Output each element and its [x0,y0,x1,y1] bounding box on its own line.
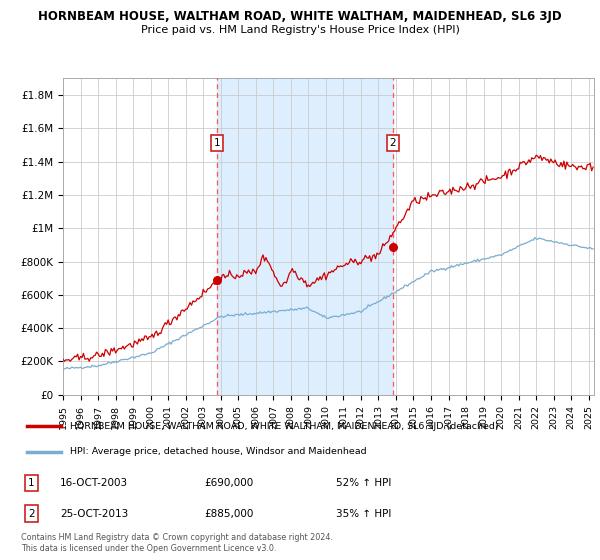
Text: £885,000: £885,000 [204,508,253,519]
Text: £690,000: £690,000 [204,478,253,488]
Text: 1: 1 [28,478,35,488]
Text: 52% ↑ HPI: 52% ↑ HPI [336,478,391,488]
Text: 1: 1 [214,138,220,148]
Text: HPI: Average price, detached house, Windsor and Maidenhead: HPI: Average price, detached house, Wind… [70,447,367,456]
Text: Price paid vs. HM Land Registry's House Price Index (HPI): Price paid vs. HM Land Registry's House … [140,25,460,35]
Text: 16-OCT-2003: 16-OCT-2003 [60,478,128,488]
Point [212,276,222,284]
Text: 2: 2 [28,508,35,519]
Text: Contains HM Land Registry data © Crown copyright and database right 2024.
This d: Contains HM Land Registry data © Crown c… [21,533,333,553]
Text: 35% ↑ HPI: 35% ↑ HPI [336,508,391,519]
Bar [217,78,392,395]
Point [388,243,397,252]
Text: HORNBEAM HOUSE, WALTHAM ROAD, WHITE WALTHAM, MAIDENHEAD, SL6 3JD: HORNBEAM HOUSE, WALTHAM ROAD, WHITE WALT… [38,10,562,23]
Text: 2: 2 [389,138,396,148]
Text: 25-OCT-2013: 25-OCT-2013 [60,508,128,519]
Text: HORNBEAM HOUSE, WALTHAM ROAD, WHITE WALTHAM, MAIDENHEAD, SL6 3JD (detached): HORNBEAM HOUSE, WALTHAM ROAD, WHITE WALT… [70,422,499,431]
